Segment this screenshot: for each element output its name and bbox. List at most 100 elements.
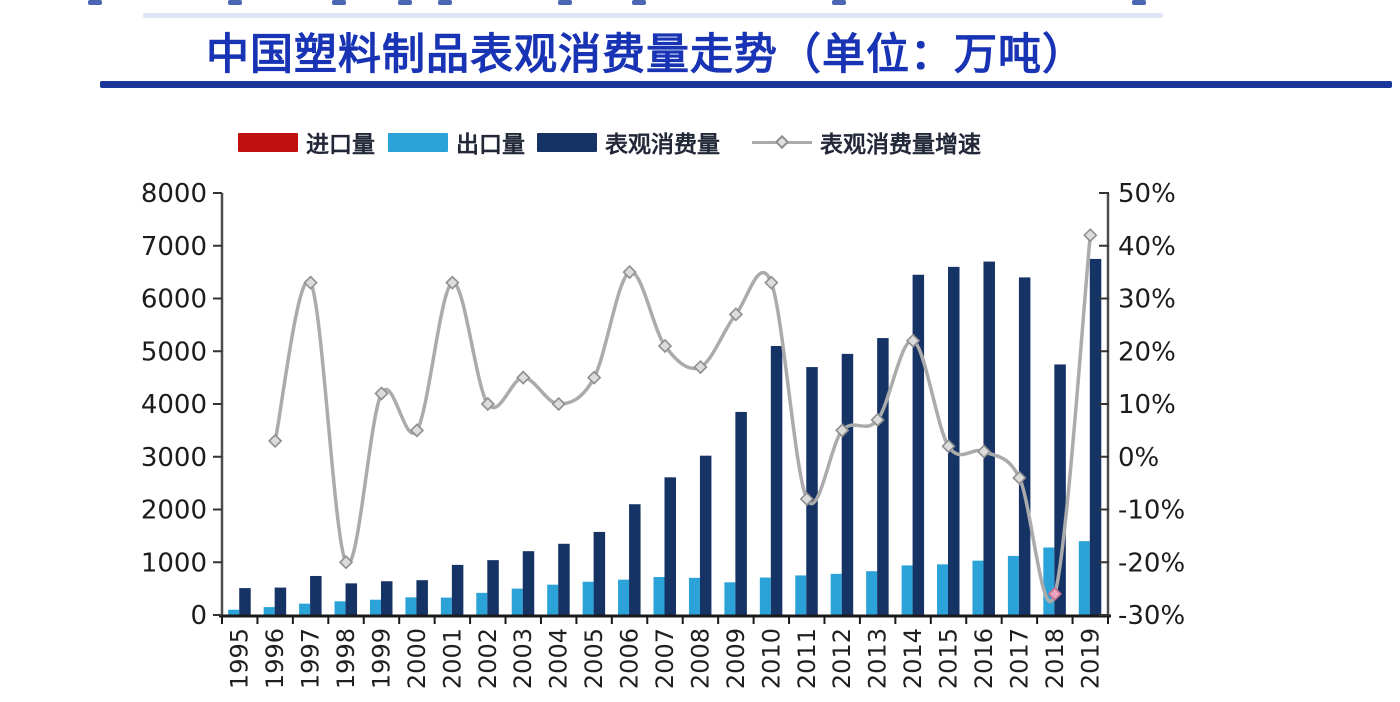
growth-rate-marker-2007 bbox=[657, 338, 673, 354]
export-bar-1997 bbox=[299, 603, 311, 615]
export-bar-1999 bbox=[369, 599, 381, 615]
x-axis-label-2015: 2015 bbox=[935, 628, 963, 689]
x-axis-label-2014: 2014 bbox=[899, 628, 927, 689]
consumption-bar-1999 bbox=[380, 581, 393, 615]
x-axis-label-2000: 2000 bbox=[403, 628, 431, 689]
left-axis-label-3000: 3000 bbox=[141, 443, 207, 473]
left-axis-label-2000: 2000 bbox=[141, 496, 207, 526]
top-edge-text-remnant bbox=[558, 0, 572, 5]
right-axis-label-50%: 50% bbox=[1118, 179, 1176, 209]
consumption-bar-2018 bbox=[1054, 364, 1066, 615]
consumption-bar-1995 bbox=[239, 588, 251, 615]
export-bar-2016 bbox=[972, 560, 984, 615]
legend-item-export: 出口量 bbox=[388, 128, 525, 158]
x-axis-label-1997: 1997 bbox=[297, 628, 325, 689]
x-axis-label-2010: 2010 bbox=[757, 628, 785, 689]
export-bar-2000 bbox=[405, 597, 417, 615]
growth-rate-marker-2006 bbox=[622, 264, 637, 280]
page-title: 中国塑料制品表观消费量走势（单位：万吨） bbox=[206, 30, 1086, 80]
right-axis-label-20%: 20% bbox=[1118, 337, 1176, 367]
growth-rate-marker-2016 bbox=[976, 444, 992, 459]
consumption-bar-2017 bbox=[1018, 277, 1031, 615]
growth-rate-marker-2001 bbox=[445, 275, 460, 290]
growth-rate-marker-2012 bbox=[835, 423, 850, 438]
left-axis-label-8000: 8000 bbox=[141, 179, 207, 209]
growth-rate-marker-2003 bbox=[516, 370, 531, 385]
consumption-bar-2013 bbox=[877, 338, 889, 615]
top-edge-text-remnant bbox=[1132, 0, 1146, 5]
export-bar-2004 bbox=[547, 584, 559, 615]
consumption-bar-2007 bbox=[664, 477, 676, 615]
export-bar-2015 bbox=[937, 564, 949, 615]
export-bar-2008 bbox=[688, 577, 700, 615]
growth-rate-line bbox=[273, 233, 1093, 604]
x-axis-label-2012: 2012 bbox=[828, 628, 856, 689]
left-axis-label-4000: 4000 bbox=[141, 390, 207, 420]
export-bar-2005 bbox=[582, 581, 594, 615]
growth-rate-marker-1998 bbox=[338, 555, 354, 570]
growth-rate-marker-2017 bbox=[1012, 470, 1027, 485]
x-axis-label-2017: 2017 bbox=[1005, 628, 1033, 689]
consumption-bar-2006 bbox=[629, 504, 641, 615]
top-edge-smear bbox=[143, 13, 1163, 18]
right-axis-label-0%: 0% bbox=[1118, 443, 1159, 473]
export-bar-2019 bbox=[1078, 541, 1090, 615]
title-underline bbox=[100, 81, 1392, 88]
growth-rate-marker-2010 bbox=[764, 275, 779, 290]
top-edge-text-remnant bbox=[438, 0, 452, 5]
left-axis-label-1000: 1000 bbox=[141, 548, 207, 578]
growth-rate-legend-swatch bbox=[752, 133, 812, 152]
export-bar-2006 bbox=[618, 579, 630, 615]
growth-rate-marker-2014 bbox=[905, 333, 921, 348]
x-axis-label-2016: 2016 bbox=[970, 628, 998, 689]
right-axis-label--10%: -10% bbox=[1118, 496, 1185, 526]
right-axis-label-40%: 40% bbox=[1118, 232, 1176, 262]
export-bar-2014 bbox=[901, 565, 913, 615]
export-bar-2017 bbox=[1007, 555, 1019, 615]
x-axis-label-2009: 2009 bbox=[722, 628, 750, 689]
export-bar-2002 bbox=[476, 592, 488, 615]
consumption-bar-2012 bbox=[841, 353, 854, 615]
export-bar-1995 bbox=[228, 609, 240, 615]
consumption-legend-label: 表观消费量 bbox=[605, 132, 720, 158]
export-bar-1996 bbox=[263, 607, 275, 615]
export-bar-1998 bbox=[334, 601, 346, 615]
growth-rate-marker-2018 bbox=[1047, 586, 1062, 602]
top-edge-text-remnant bbox=[398, 0, 412, 5]
consumption-bar-2002 bbox=[487, 560, 499, 615]
consumption-bar-2001 bbox=[451, 564, 464, 615]
x-axis-label-2007: 2007 bbox=[651, 628, 679, 689]
growth-rate-marker-2004 bbox=[551, 396, 566, 412]
growth-rate-marker-2009 bbox=[728, 307, 744, 322]
x-axis-label-2019: 2019 bbox=[1076, 628, 1104, 689]
consumption-bar-1996 bbox=[274, 587, 287, 615]
right-axis-label-10%: 10% bbox=[1118, 390, 1176, 420]
growth-rate-marker-2013 bbox=[870, 412, 885, 427]
consumption-bar-2019 bbox=[1089, 258, 1102, 615]
growth-rate-marker-2005 bbox=[586, 370, 602, 385]
consumption-bar-2000 bbox=[416, 580, 428, 615]
right-axis-label-30%: 30% bbox=[1118, 285, 1176, 315]
export-bar-2012 bbox=[830, 573, 842, 615]
x-axis-label-2002: 2002 bbox=[474, 628, 502, 689]
growth-rate-legend-label: 表观消费量增速 bbox=[820, 132, 981, 158]
consumption-bar-2004 bbox=[558, 543, 570, 615]
consumption-legend-swatch bbox=[537, 132, 597, 152]
x-axis-label-2005: 2005 bbox=[580, 628, 608, 689]
consumption-bar-2005 bbox=[593, 531, 606, 615]
consumption-bar-2014 bbox=[912, 274, 925, 615]
growth-rate-marker-2000 bbox=[409, 423, 425, 438]
export-bar-2013 bbox=[866, 571, 878, 615]
x-axis-label-2018: 2018 bbox=[1041, 628, 1069, 689]
export-legend-label: 出口量 bbox=[456, 132, 525, 158]
left-axis-label-0: 0 bbox=[190, 601, 207, 631]
x-axis-label-2004: 2004 bbox=[545, 628, 573, 689]
export-legend-swatch bbox=[388, 132, 448, 152]
x-axis-label-2013: 2013 bbox=[864, 628, 892, 689]
consumption-bar-1998 bbox=[345, 583, 358, 615]
x-axis-label-2011: 2011 bbox=[793, 628, 821, 689]
left-axis-label-5000: 5000 bbox=[141, 337, 207, 367]
top-edge-text-remnant bbox=[228, 0, 242, 5]
top-edge-text-remnant bbox=[832, 0, 846, 5]
growth-rate-marker-1999 bbox=[374, 386, 389, 401]
